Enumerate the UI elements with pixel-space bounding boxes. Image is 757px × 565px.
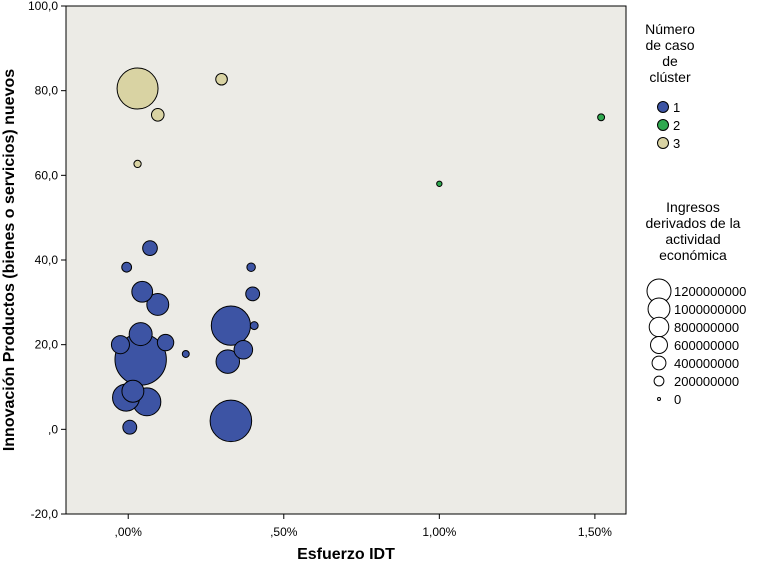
plot-area: [65, 5, 627, 515]
size-legend-label: 0: [674, 392, 681, 407]
bubble-cluster-3: [116, 67, 159, 110]
x-tick-label: ,00%: [115, 525, 143, 539]
cluster-legend-marker: [657, 101, 669, 113]
x-axis-title: Esfuerzo IDT: [297, 546, 395, 563]
cluster-legend-marker: [657, 119, 669, 131]
bubble-cluster-1: [156, 333, 175, 352]
cluster-legend-marker: [657, 137, 669, 149]
size-legend-label: 600000000: [674, 338, 739, 353]
x-tick-label: 1,00%: [422, 525, 456, 539]
size-legend-title: económica: [659, 247, 727, 263]
size-legend-label: 200000000: [674, 374, 739, 389]
bubble-cluster-2: [597, 113, 606, 122]
bubble-cluster-2: [436, 180, 443, 187]
bubble-cluster-3: [133, 159, 142, 169]
bubble-cluster-1: [142, 240, 158, 256]
size-legend-marker: [647, 297, 671, 321]
cluster-legend-title: de: [662, 53, 678, 69]
y-tick-label: -20,0: [31, 507, 59, 521]
size-legend-marker: [653, 375, 665, 387]
bubble-cluster-1: [128, 322, 153, 347]
size-legend-label: 1200000000: [674, 284, 746, 299]
bubble-cluster-1: [233, 339, 254, 360]
bubble-cluster-1: [131, 280, 154, 303]
size-legend-marker: [651, 355, 667, 371]
bubble-cluster-3: [150, 108, 165, 122]
y-tick-label: 40,0: [35, 253, 59, 267]
bubble-cluster-1: [246, 262, 256, 272]
x-tick-label: 1,50%: [578, 525, 612, 539]
cluster-legend-label: 3: [673, 136, 680, 151]
bubble-cluster-1: [110, 335, 130, 355]
bubble-cluster-1: [181, 350, 190, 358]
y-tick-label: 80,0: [35, 84, 59, 98]
y-tick-label: 20,0: [35, 338, 59, 352]
x-tick-label: ,50%: [270, 525, 298, 539]
size-legend-label: 400000000: [674, 356, 739, 371]
bubble-cluster-1: [210, 305, 251, 346]
cluster-legend-title: de caso: [645, 37, 694, 53]
cluster-legend-title: Número: [645, 21, 695, 37]
size-legend-title: actividad: [665, 231, 720, 247]
y-axis-title: Innovación Productos (bienes o servicios…: [1, 69, 18, 451]
cluster-legend-label: 2: [673, 118, 680, 133]
y-tick-label: 100,0: [28, 0, 58, 13]
size-legend-marker: [650, 336, 668, 354]
bubble-cluster-1: [209, 399, 253, 443]
bubble-cluster-1: [121, 379, 145, 403]
bubble-cluster-3: [215, 72, 228, 86]
bubble-cluster-1: [122, 419, 138, 435]
bubble-cluster-1: [249, 321, 259, 331]
size-legend-marker: [648, 316, 670, 338]
size-legend-title: Ingresos: [666, 199, 720, 215]
y-tick-label: ,0: [48, 422, 58, 436]
bubble-cluster-1: [121, 261, 133, 273]
cluster-legend-label: 1: [673, 100, 680, 115]
size-legend-label: 800000000: [674, 320, 739, 335]
size-legend-marker: [657, 397, 661, 401]
axes: ,00% ,50% 1,00% 1,50% -20,0 ,0 20,0 40,0 60,0 80,…: [28, 0, 612, 539]
cluster-legend-title: clúster: [649, 69, 691, 85]
size-legend-title: derivados de la: [646, 215, 741, 231]
bubble-cluster-1: [245, 286, 261, 302]
bubble-cluster-1: [215, 349, 241, 374]
size-legend-label: 1000000000: [674, 302, 746, 317]
data-points: [110, 67, 606, 443]
bubble-cluster-1: [146, 292, 170, 316]
y-tick-label: 60,0: [35, 168, 59, 182]
